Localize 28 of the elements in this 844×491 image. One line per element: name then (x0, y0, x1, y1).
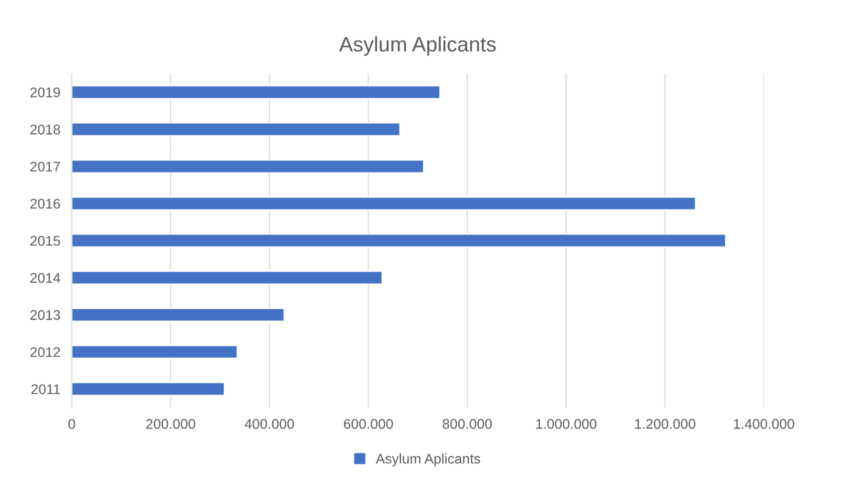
y-tick-label: 2016 (30, 198, 60, 209)
y-tick-label: 2018 (30, 124, 60, 134)
y-tick-label: 2017 (30, 162, 60, 172)
bar (72, 344, 238, 360)
bar (72, 85, 441, 100)
x-tick-label: 0 (68, 419, 76, 429)
y-tick-label: 2013 (30, 310, 60, 320)
bar (72, 122, 401, 136)
bar (72, 159, 424, 174)
x-tick-label: 1.000.000 (536, 419, 596, 429)
x-tick-label: 800.000 (442, 419, 492, 429)
x-tick-label: 1.200.000 (635, 419, 696, 429)
x-tick-label: 200.000 (146, 419, 196, 429)
y-tick-label: 2019 (30, 88, 60, 98)
bar (72, 382, 226, 396)
y-tick-label: 2014 (30, 273, 60, 283)
bar (72, 233, 726, 248)
chart-title: Asylum Aplicants (339, 36, 496, 56)
x-tick-label: 600.000 (344, 419, 393, 429)
y-tick-label: 2012 (30, 347, 60, 358)
bar (72, 196, 696, 211)
y-tick-label: 2015 (30, 236, 60, 246)
bar (72, 270, 383, 285)
x-tick-label: 1.400.000 (734, 419, 794, 429)
legend-label: Asylum Aplicants (376, 453, 480, 466)
y-tick-label: 2011 (31, 384, 60, 394)
bar (72, 308, 285, 322)
x-tick-label: 400.000 (244, 419, 294, 429)
